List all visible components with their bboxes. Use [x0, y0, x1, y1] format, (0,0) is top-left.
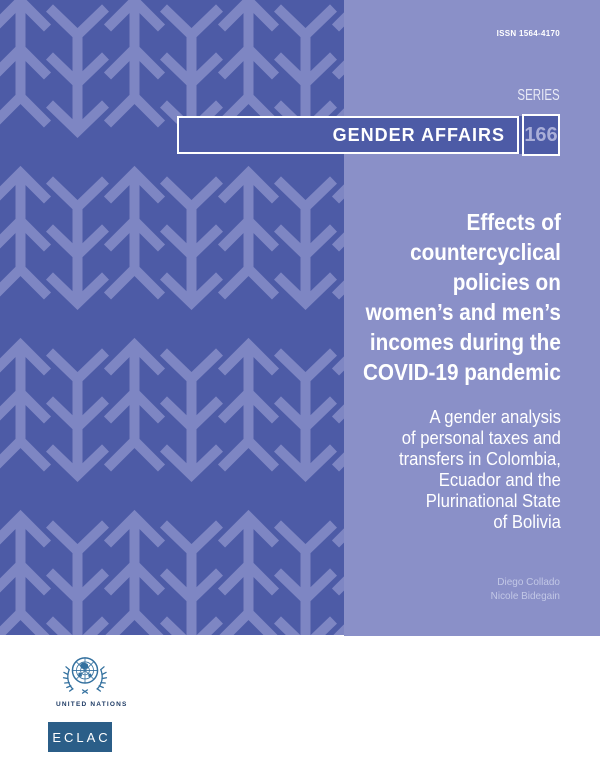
united-nations-label: UNITED NATIONS: [56, 701, 128, 708]
subtitle-line: Plurinational State: [425, 490, 561, 511]
issn-number: ISSN 1564-4170: [496, 29, 560, 38]
pattern-panel: [0, 0, 344, 635]
title-line: COVID-19 pandemic: [363, 359, 561, 385]
united-nations-logo: UNITED NATIONS: [56, 651, 128, 708]
series-banner: GENDER AFFAIRS 166: [177, 114, 560, 156]
author-name: Diego Collado: [497, 576, 560, 588]
series-label: SERIES: [517, 87, 560, 104]
author-name: Nicole Bidegain: [490, 590, 560, 602]
title-line: countercyclical: [410, 239, 561, 265]
series-number-badge: 166: [522, 114, 560, 156]
report-subtitle: A gender analysis of personal taxes and …: [399, 406, 561, 532]
un-emblem-icon: [62, 657, 108, 694]
title-line: policies on: [452, 269, 561, 295]
title-panel: [344, 0, 600, 636]
title-line: women’s and men’s: [365, 299, 561, 325]
subtitle-line: A gender analysis: [429, 406, 561, 427]
subtitle-line: Ecuador and the: [438, 469, 561, 490]
eclac-logo: ECLAC: [48, 722, 112, 752]
banner-divider: [519, 116, 522, 154]
authors: Diego Collado Nicole Bidegain: [491, 575, 560, 603]
subtitle-line: of Bolivia: [493, 511, 561, 532]
report-title: Effects of countercyclical policies on w…: [363, 207, 561, 387]
title-line: incomes during the: [370, 329, 561, 355]
subtitle-line: transfers in Colombia,: [399, 448, 561, 469]
geometric-pattern-icon: [0, 0, 344, 635]
series-name: GENDER AFFAIRS: [177, 116, 519, 154]
subtitle-line: of personal taxes and: [401, 427, 561, 448]
title-line: Effects of: [466, 209, 561, 235]
